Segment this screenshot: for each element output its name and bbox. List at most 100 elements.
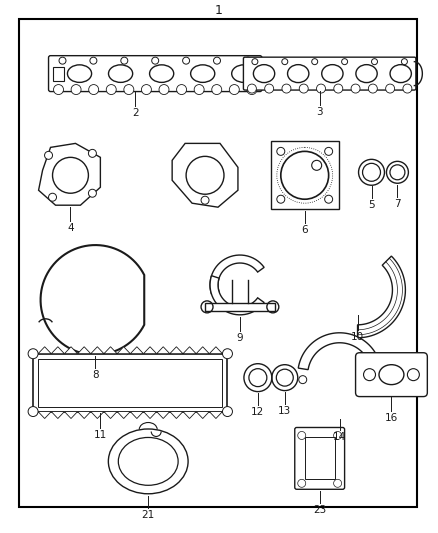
Text: 16: 16 — [385, 413, 398, 423]
Ellipse shape — [356, 64, 377, 83]
FancyBboxPatch shape — [295, 427, 345, 489]
Circle shape — [49, 193, 57, 201]
Text: 11: 11 — [94, 431, 107, 440]
Circle shape — [401, 59, 407, 64]
Polygon shape — [51, 347, 64, 354]
Circle shape — [252, 59, 258, 64]
Polygon shape — [170, 411, 183, 418]
FancyBboxPatch shape — [356, 353, 427, 397]
Text: 12: 12 — [251, 407, 265, 417]
Circle shape — [312, 59, 318, 64]
Polygon shape — [38, 347, 51, 354]
Circle shape — [223, 349, 233, 359]
Circle shape — [364, 369, 375, 381]
Circle shape — [385, 84, 395, 93]
Polygon shape — [64, 411, 78, 418]
Text: 13: 13 — [278, 406, 291, 416]
Circle shape — [121, 57, 128, 64]
Circle shape — [28, 407, 38, 416]
Polygon shape — [144, 347, 157, 354]
Ellipse shape — [288, 64, 309, 83]
Polygon shape — [209, 411, 223, 418]
Circle shape — [299, 84, 308, 93]
Polygon shape — [172, 143, 238, 207]
Polygon shape — [38, 411, 51, 418]
Circle shape — [28, 349, 38, 359]
Ellipse shape — [149, 65, 174, 83]
Circle shape — [201, 196, 209, 204]
Polygon shape — [157, 411, 170, 418]
Circle shape — [342, 59, 348, 64]
Circle shape — [403, 84, 412, 93]
Circle shape — [45, 151, 53, 159]
Circle shape — [106, 85, 116, 94]
Polygon shape — [357, 256, 406, 338]
Text: 21: 21 — [141, 510, 155, 520]
Polygon shape — [183, 411, 196, 418]
Circle shape — [281, 151, 328, 199]
Polygon shape — [41, 245, 144, 354]
Text: 3: 3 — [316, 107, 323, 117]
Circle shape — [249, 369, 267, 386]
Text: 4: 4 — [67, 223, 74, 233]
Circle shape — [282, 84, 291, 93]
Bar — [38, 359, 223, 407]
Polygon shape — [209, 347, 223, 354]
Ellipse shape — [67, 65, 92, 83]
Circle shape — [88, 189, 96, 197]
Polygon shape — [117, 347, 130, 354]
Circle shape — [351, 84, 360, 93]
Circle shape — [183, 57, 190, 64]
Polygon shape — [104, 411, 117, 418]
Ellipse shape — [322, 64, 343, 83]
FancyBboxPatch shape — [49, 55, 262, 92]
Text: 6: 6 — [301, 225, 308, 235]
Bar — [33, 354, 227, 411]
Circle shape — [265, 84, 274, 93]
Bar — [271, 141, 339, 209]
Ellipse shape — [379, 365, 404, 385]
Circle shape — [159, 85, 169, 94]
Circle shape — [363, 163, 381, 181]
Circle shape — [212, 85, 222, 94]
Circle shape — [71, 85, 81, 94]
Circle shape — [247, 84, 256, 93]
Circle shape — [124, 85, 134, 94]
Circle shape — [407, 369, 419, 381]
Polygon shape — [210, 255, 264, 294]
Polygon shape — [298, 333, 381, 370]
Text: 9: 9 — [237, 333, 243, 343]
Text: 2: 2 — [132, 108, 138, 117]
Text: 7: 7 — [394, 199, 401, 209]
Circle shape — [371, 59, 378, 64]
Ellipse shape — [390, 64, 411, 83]
Polygon shape — [170, 347, 183, 354]
Bar — [305, 438, 335, 479]
Circle shape — [186, 156, 224, 194]
Circle shape — [88, 85, 99, 94]
Circle shape — [88, 149, 96, 157]
Text: 5: 5 — [368, 200, 375, 210]
Circle shape — [177, 85, 187, 94]
Circle shape — [325, 148, 332, 155]
Polygon shape — [39, 143, 100, 205]
Circle shape — [325, 195, 332, 203]
Circle shape — [247, 85, 257, 94]
Circle shape — [152, 57, 159, 64]
Polygon shape — [130, 411, 144, 418]
Polygon shape — [117, 411, 130, 418]
Circle shape — [276, 369, 293, 386]
Circle shape — [90, 57, 97, 64]
Polygon shape — [157, 347, 170, 354]
Text: 8: 8 — [92, 370, 99, 379]
Circle shape — [244, 57, 251, 64]
Circle shape — [223, 407, 233, 416]
Polygon shape — [91, 411, 104, 418]
Polygon shape — [64, 347, 78, 354]
Bar — [205, 303, 275, 311]
Text: 1: 1 — [215, 4, 223, 17]
Polygon shape — [78, 411, 91, 418]
Circle shape — [299, 376, 307, 384]
Circle shape — [277, 148, 285, 155]
Circle shape — [194, 85, 204, 94]
